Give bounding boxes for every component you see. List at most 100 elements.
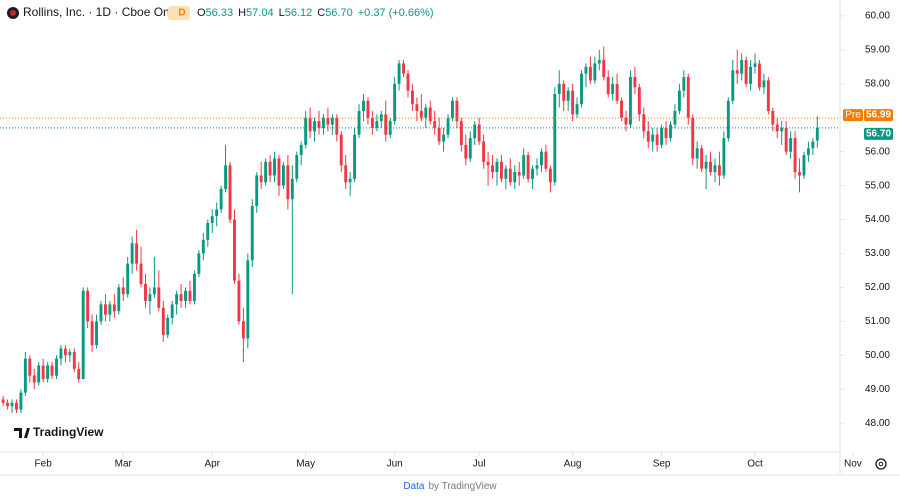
candle-body xyxy=(179,294,183,301)
candle-body xyxy=(620,100,623,118)
ohlc-key: C xyxy=(317,7,325,19)
candle-body xyxy=(366,100,370,118)
candle-body xyxy=(557,83,561,94)
y-tick-label: 52.00 xyxy=(865,282,890,293)
candle-body xyxy=(526,155,530,179)
candle-body xyxy=(695,148,699,159)
candle-body xyxy=(731,70,735,101)
ohlc-value: 56.33 xyxy=(206,7,234,19)
candle-body xyxy=(326,117,330,125)
candle-body xyxy=(562,83,566,101)
ohlc-legend: O56.33 H57.04 L56.12 C56.70 +0.37 (+0.66%) xyxy=(197,7,434,19)
candle-body xyxy=(344,165,348,183)
candle-body xyxy=(130,243,134,264)
candle-body xyxy=(482,141,486,162)
candle-body xyxy=(766,80,770,111)
candle-body xyxy=(642,114,646,132)
candle-body xyxy=(815,127,819,141)
candle-body xyxy=(255,175,259,206)
candle-body xyxy=(175,294,179,305)
candle-body xyxy=(504,168,508,179)
y-tick-label: 54.00 xyxy=(865,214,890,225)
candle-body xyxy=(437,127,441,142)
candle-body xyxy=(161,307,165,335)
candle-body xyxy=(553,93,557,183)
candle-body xyxy=(286,165,290,200)
candle-body xyxy=(540,151,543,166)
candle-body xyxy=(281,165,285,186)
candle-body xyxy=(32,375,36,383)
candle-body xyxy=(215,209,219,217)
candle-body xyxy=(206,222,210,240)
candle-body xyxy=(15,402,18,410)
candle-body xyxy=(544,151,548,169)
candle-body xyxy=(758,63,761,88)
settings-icon[interactable] xyxy=(875,458,887,470)
candle-body xyxy=(353,134,357,179)
y-tick-label: 53.00 xyxy=(865,248,890,259)
candle-body xyxy=(660,127,664,145)
candle-body xyxy=(357,110,361,135)
candle-body xyxy=(615,83,619,101)
y-tick-label: 60.00 xyxy=(865,11,890,22)
x-tick-label: Jun xyxy=(387,459,403,470)
badge: D xyxy=(178,8,185,19)
ohlc-key: O xyxy=(197,7,206,19)
price-tag-label: Pre xyxy=(845,110,861,121)
candle-body xyxy=(23,358,27,393)
candle-body xyxy=(428,107,432,122)
y-tick-label: 55.00 xyxy=(865,180,890,191)
x-tick-label: Sep xyxy=(653,459,671,470)
candle-body xyxy=(313,121,317,132)
candle-body xyxy=(188,290,192,301)
candle-body xyxy=(210,216,214,223)
price-tag-bg xyxy=(864,127,893,140)
candle-body xyxy=(486,161,490,166)
settings-icon-center xyxy=(878,461,884,467)
price-tag-label-bg xyxy=(843,109,863,122)
candle-body xyxy=(806,148,810,156)
candle-body xyxy=(273,158,276,176)
candle-body xyxy=(99,304,103,322)
candle-body xyxy=(237,280,241,322)
y-tick-label: 49.00 xyxy=(865,384,890,395)
candle-body xyxy=(709,161,712,173)
y-tick-label: 58.00 xyxy=(865,78,890,89)
ohlc-key: H xyxy=(238,7,246,19)
candle-body xyxy=(531,168,535,179)
candle-body xyxy=(433,121,437,128)
candle-body xyxy=(370,117,374,128)
candle-body xyxy=(224,165,228,190)
candle-body xyxy=(290,178,294,200)
candle-body xyxy=(455,100,459,122)
candle-body xyxy=(295,155,299,179)
candle-body xyxy=(335,117,339,135)
ohlc-value: 56.12 xyxy=(285,7,313,19)
watermark-logo xyxy=(14,428,30,438)
footer-link[interactable]: Data xyxy=(403,481,425,492)
candle-body xyxy=(1,399,5,403)
candle-body xyxy=(103,304,107,315)
candle-body xyxy=(513,172,517,183)
candle-body xyxy=(677,90,681,111)
candle-body xyxy=(197,253,201,274)
candle-body xyxy=(593,63,597,81)
candle-body xyxy=(717,165,721,176)
watermark: TradingView xyxy=(33,425,104,439)
candle-body xyxy=(192,273,196,301)
candle-body xyxy=(477,124,481,142)
candle-body xyxy=(166,317,170,335)
candle-body xyxy=(112,304,116,312)
candle-body xyxy=(419,110,423,118)
candle-body xyxy=(393,83,397,122)
candle-body xyxy=(299,144,303,156)
candle-body xyxy=(637,87,641,115)
candle-body xyxy=(744,60,748,84)
candle-body xyxy=(780,127,784,132)
candle-body xyxy=(624,117,628,125)
candle-body xyxy=(762,80,766,88)
candle-body xyxy=(384,114,388,135)
candle-body xyxy=(170,304,174,318)
ohlc-value: 56.70 xyxy=(325,7,353,19)
